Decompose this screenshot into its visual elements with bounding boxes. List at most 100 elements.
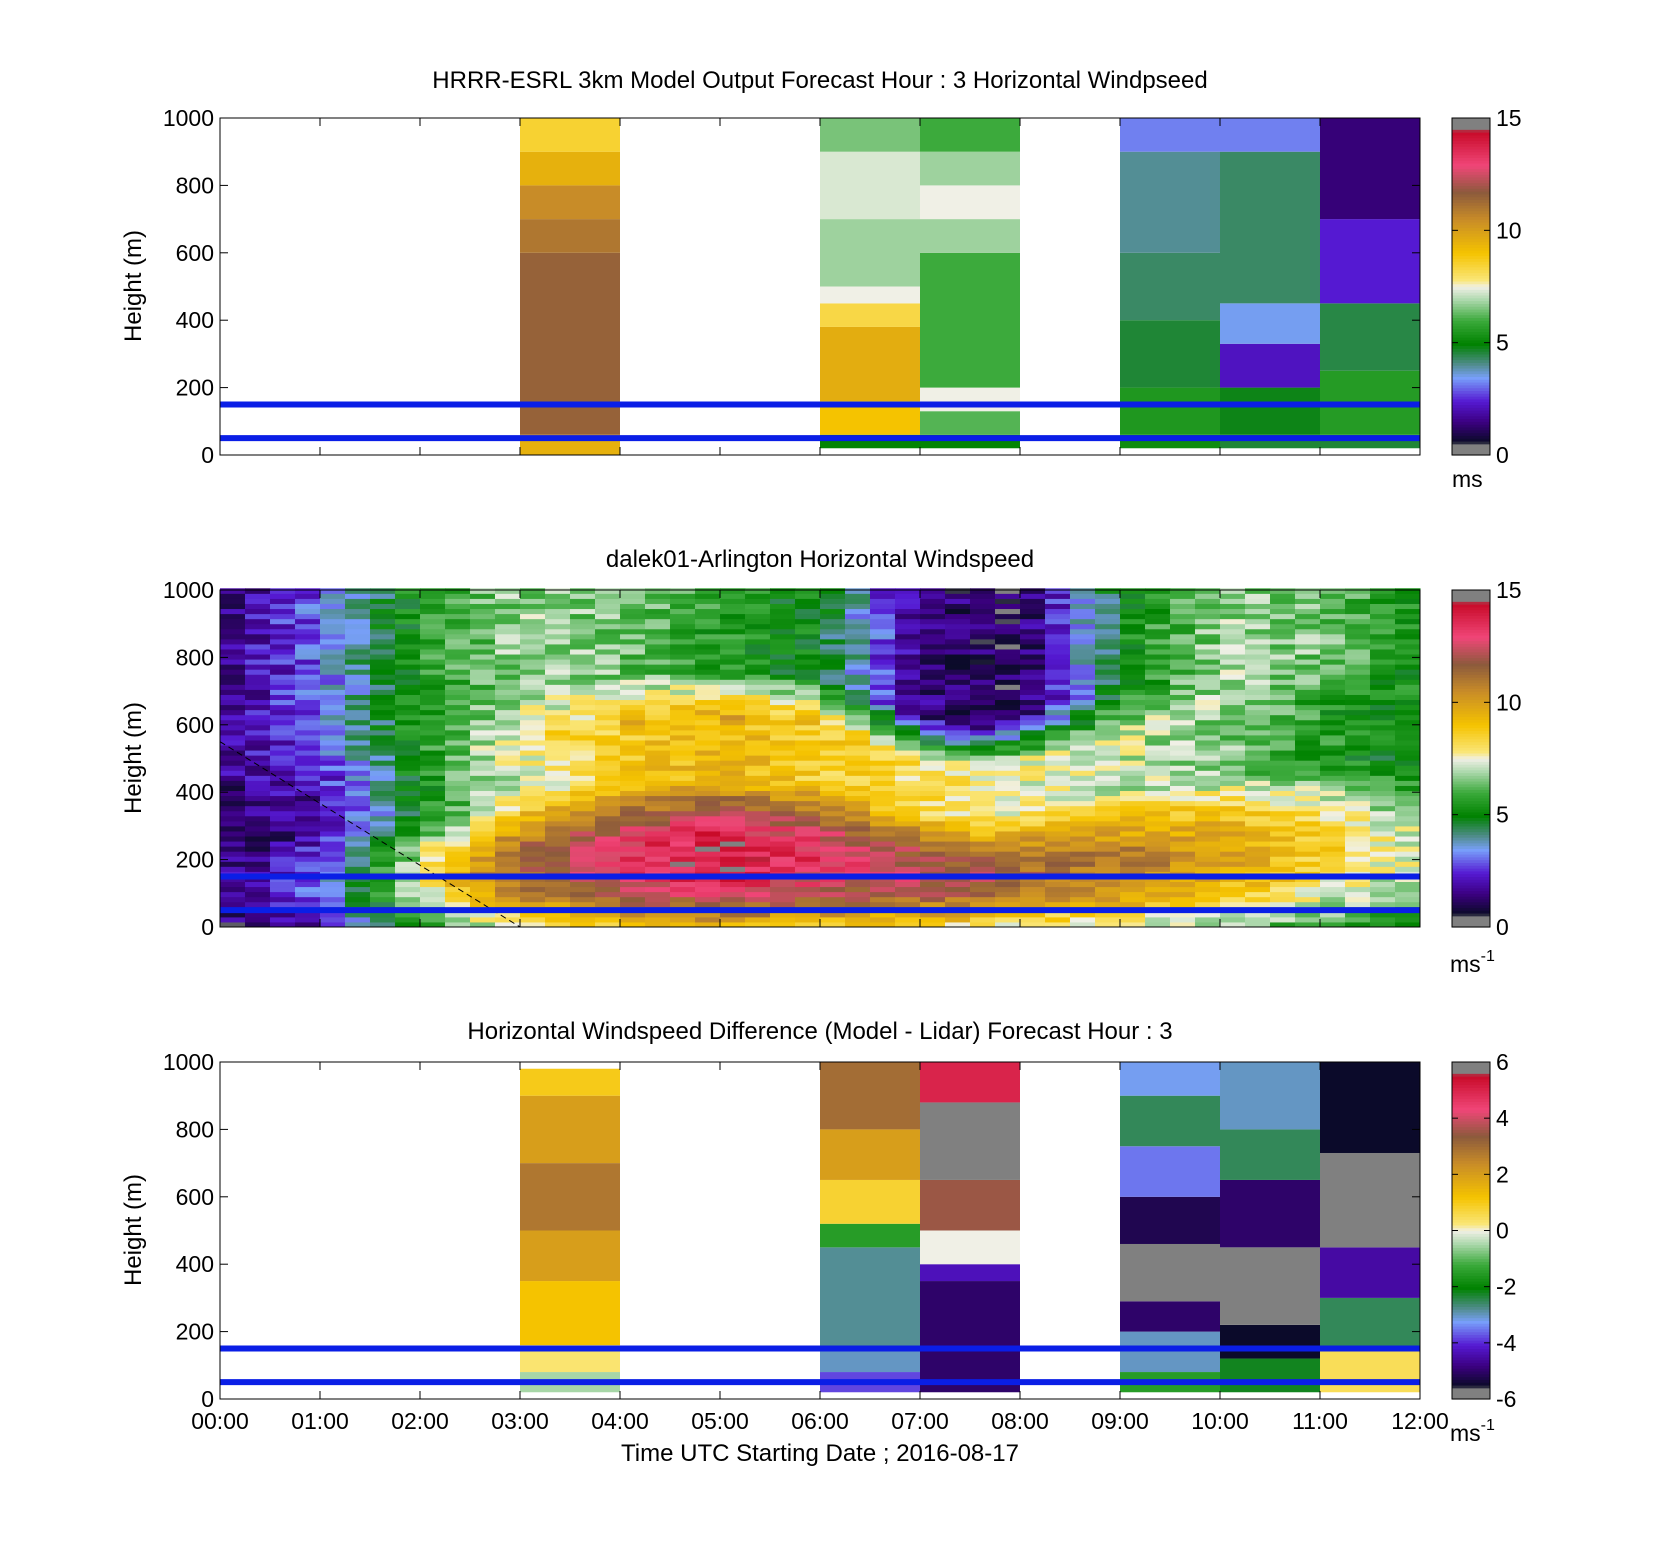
- heatmap-cell: [1020, 633, 1046, 640]
- heatmap-cell: [720, 734, 746, 741]
- heatmap-cell: [1220, 598, 1246, 604]
- heatmap-cell: [1020, 729, 1046, 736]
- heatmap-cell: [270, 836, 296, 842]
- heatmap-cell: [420, 618, 446, 625]
- heatmap-cell: [970, 734, 996, 741]
- heatmap-cell: [245, 780, 271, 786]
- colorbar-swatch: [1452, 828, 1490, 833]
- heatmap-cell: [345, 911, 371, 918]
- heatmap-cell: [520, 846, 546, 852]
- heatmap-cell: [645, 598, 671, 604]
- heatmap-cell: [620, 648, 646, 655]
- heatmap-cell: [1045, 891, 1071, 898]
- heatmap-cell: [1320, 1247, 1420, 1298]
- heatmap-cell: [1095, 719, 1121, 726]
- heatmap-cell: [445, 724, 471, 731]
- heatmap-cell: [1370, 654, 1396, 660]
- colorbar-swatch: [1452, 443, 1490, 448]
- heatmap-cell: [1245, 856, 1271, 862]
- heatmap-cell: [845, 790, 871, 797]
- heatmap-cell: [1145, 745, 1171, 751]
- heatmap-cell: [1170, 659, 1196, 665]
- heatmap-cell: [1095, 780, 1121, 786]
- heatmap-cell: [470, 836, 496, 842]
- heatmap-cell: [920, 669, 946, 675]
- heatmap-cell: [470, 750, 496, 756]
- heatmap-cell: [620, 618, 646, 625]
- heatmap-cell: [1195, 861, 1221, 867]
- heatmap-cell: [1220, 750, 1246, 756]
- dashed-trend-line: [219, 741, 521, 928]
- heatmap-cell: [870, 739, 896, 746]
- heatmap-cell: [670, 755, 696, 761]
- heatmap-cell: [970, 689, 996, 695]
- heatmap-cell: [520, 633, 546, 640]
- heatmap-cell: [820, 608, 846, 615]
- heatmap-cell: [245, 810, 271, 817]
- heatmap-cell: [1095, 709, 1121, 716]
- heatmap-cell: [770, 765, 796, 771]
- heatmap-cell: [320, 815, 346, 822]
- heatmap-cell: [520, 724, 546, 731]
- heatmap-cell: [1120, 719, 1146, 726]
- heatmap-cell: [420, 588, 446, 594]
- colorbar-swatch: [1452, 1219, 1490, 1223]
- heatmap-cell: [820, 775, 846, 781]
- heatmap-cell: [670, 704, 696, 711]
- heatmap-cell: [420, 694, 446, 701]
- heatmap-cell: [1220, 709, 1246, 716]
- heatmap-cell: [820, 689, 846, 695]
- heatmap-cell: [345, 674, 371, 680]
- heatmap-cell: [1220, 901, 1246, 908]
- heatmap-cell: [645, 820, 671, 827]
- heatmap-cell: [520, 851, 546, 857]
- heatmap-cell: [1020, 790, 1046, 797]
- heatmap-cell: [1320, 891, 1346, 898]
- heatmap-cell: [1295, 659, 1321, 665]
- heatmap-cell: [220, 755, 246, 761]
- heatmap-cell: [1295, 669, 1321, 675]
- heatmap-cell: [1070, 638, 1096, 645]
- heatmap-cell: [1120, 724, 1146, 731]
- heatmap-cell: [795, 593, 821, 599]
- heatmap-cell: [1095, 916, 1121, 923]
- heatmap-cell: [395, 674, 421, 680]
- heatmap-cell: [745, 765, 771, 771]
- heatmap-cell: [1320, 820, 1346, 827]
- heatmap-cell: [545, 896, 571, 903]
- heatmap-cell: [720, 593, 746, 599]
- heatmap-cell: [1095, 664, 1121, 670]
- heatmap-cell: [1320, 648, 1346, 655]
- heatmap-cell: [570, 911, 596, 918]
- heatmap-cell: [945, 608, 971, 615]
- heatmap-cell: [770, 921, 796, 928]
- heatmap-cell: [695, 916, 721, 923]
- heatmap-cell: [920, 820, 946, 827]
- heatmap-cell: [1370, 856, 1396, 862]
- heatmap-cell: [1395, 669, 1421, 675]
- heatmap-cell: [470, 810, 496, 817]
- heatmap-cell: [920, 252, 1020, 388]
- heatmap-cell: [870, 613, 896, 620]
- heatmap-cell: [445, 679, 471, 685]
- heatmap-cell: [1145, 613, 1171, 620]
- heatmap-cell: [1070, 770, 1096, 776]
- heatmap-cell: [1295, 588, 1321, 594]
- heatmap-cell: [1195, 780, 1221, 786]
- heatmap-cell: [920, 411, 1020, 435]
- heatmap-cell: [220, 770, 246, 776]
- heatmap-cell: [1220, 387, 1320, 435]
- heatmap-cell: [595, 618, 621, 625]
- heatmap-cell: [645, 825, 671, 832]
- heatmap-cell: [295, 765, 321, 771]
- heatmap-cell: [345, 916, 371, 923]
- heatmap-cell: [1170, 790, 1196, 797]
- heatmap-cell: [920, 734, 946, 741]
- heatmap-cell: [245, 643, 271, 650]
- colorbar-swatch: [1452, 1356, 1490, 1361]
- heatmap-cell: [595, 896, 621, 903]
- colorbar-swatch: [1452, 865, 1490, 869]
- heatmap-cell: [970, 593, 996, 599]
- colorbar-swatch: [1452, 137, 1490, 142]
- colorbar-swatch: [1452, 721, 1490, 726]
